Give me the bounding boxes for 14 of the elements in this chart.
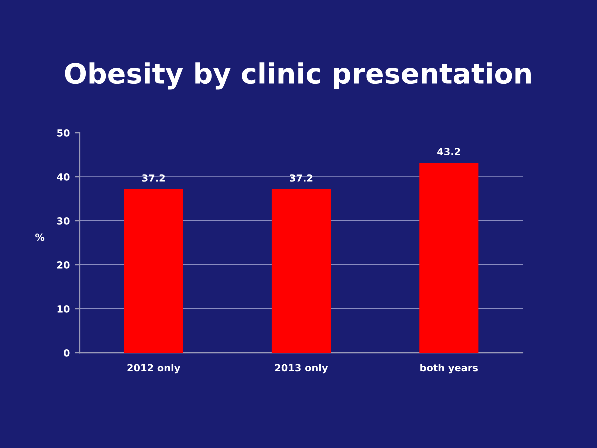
- x-tick-label: 2012 only: [128, 364, 181, 374]
- y-tick-label: 20: [58, 262, 70, 269]
- y-tick-label: 10: [58, 306, 70, 313]
- data-label: 37.2: [290, 174, 313, 182]
- data-label: 43.2: [438, 148, 460, 156]
- data-label: 37.2: [142, 174, 165, 182]
- x-tick-label: 2013 only: [275, 364, 328, 374]
- x-tick-label: both years: [420, 364, 478, 374]
- y-tick-label: 0: [64, 350, 70, 357]
- y-tick-label: 40: [57, 174, 70, 181]
- chart-title: Obesity by clinic presentation: [65, 62, 531, 90]
- y-tick-label: 50: [57, 130, 70, 137]
- y-axis-title: %: [36, 234, 45, 242]
- y-tick-label: 30: [57, 218, 70, 225]
